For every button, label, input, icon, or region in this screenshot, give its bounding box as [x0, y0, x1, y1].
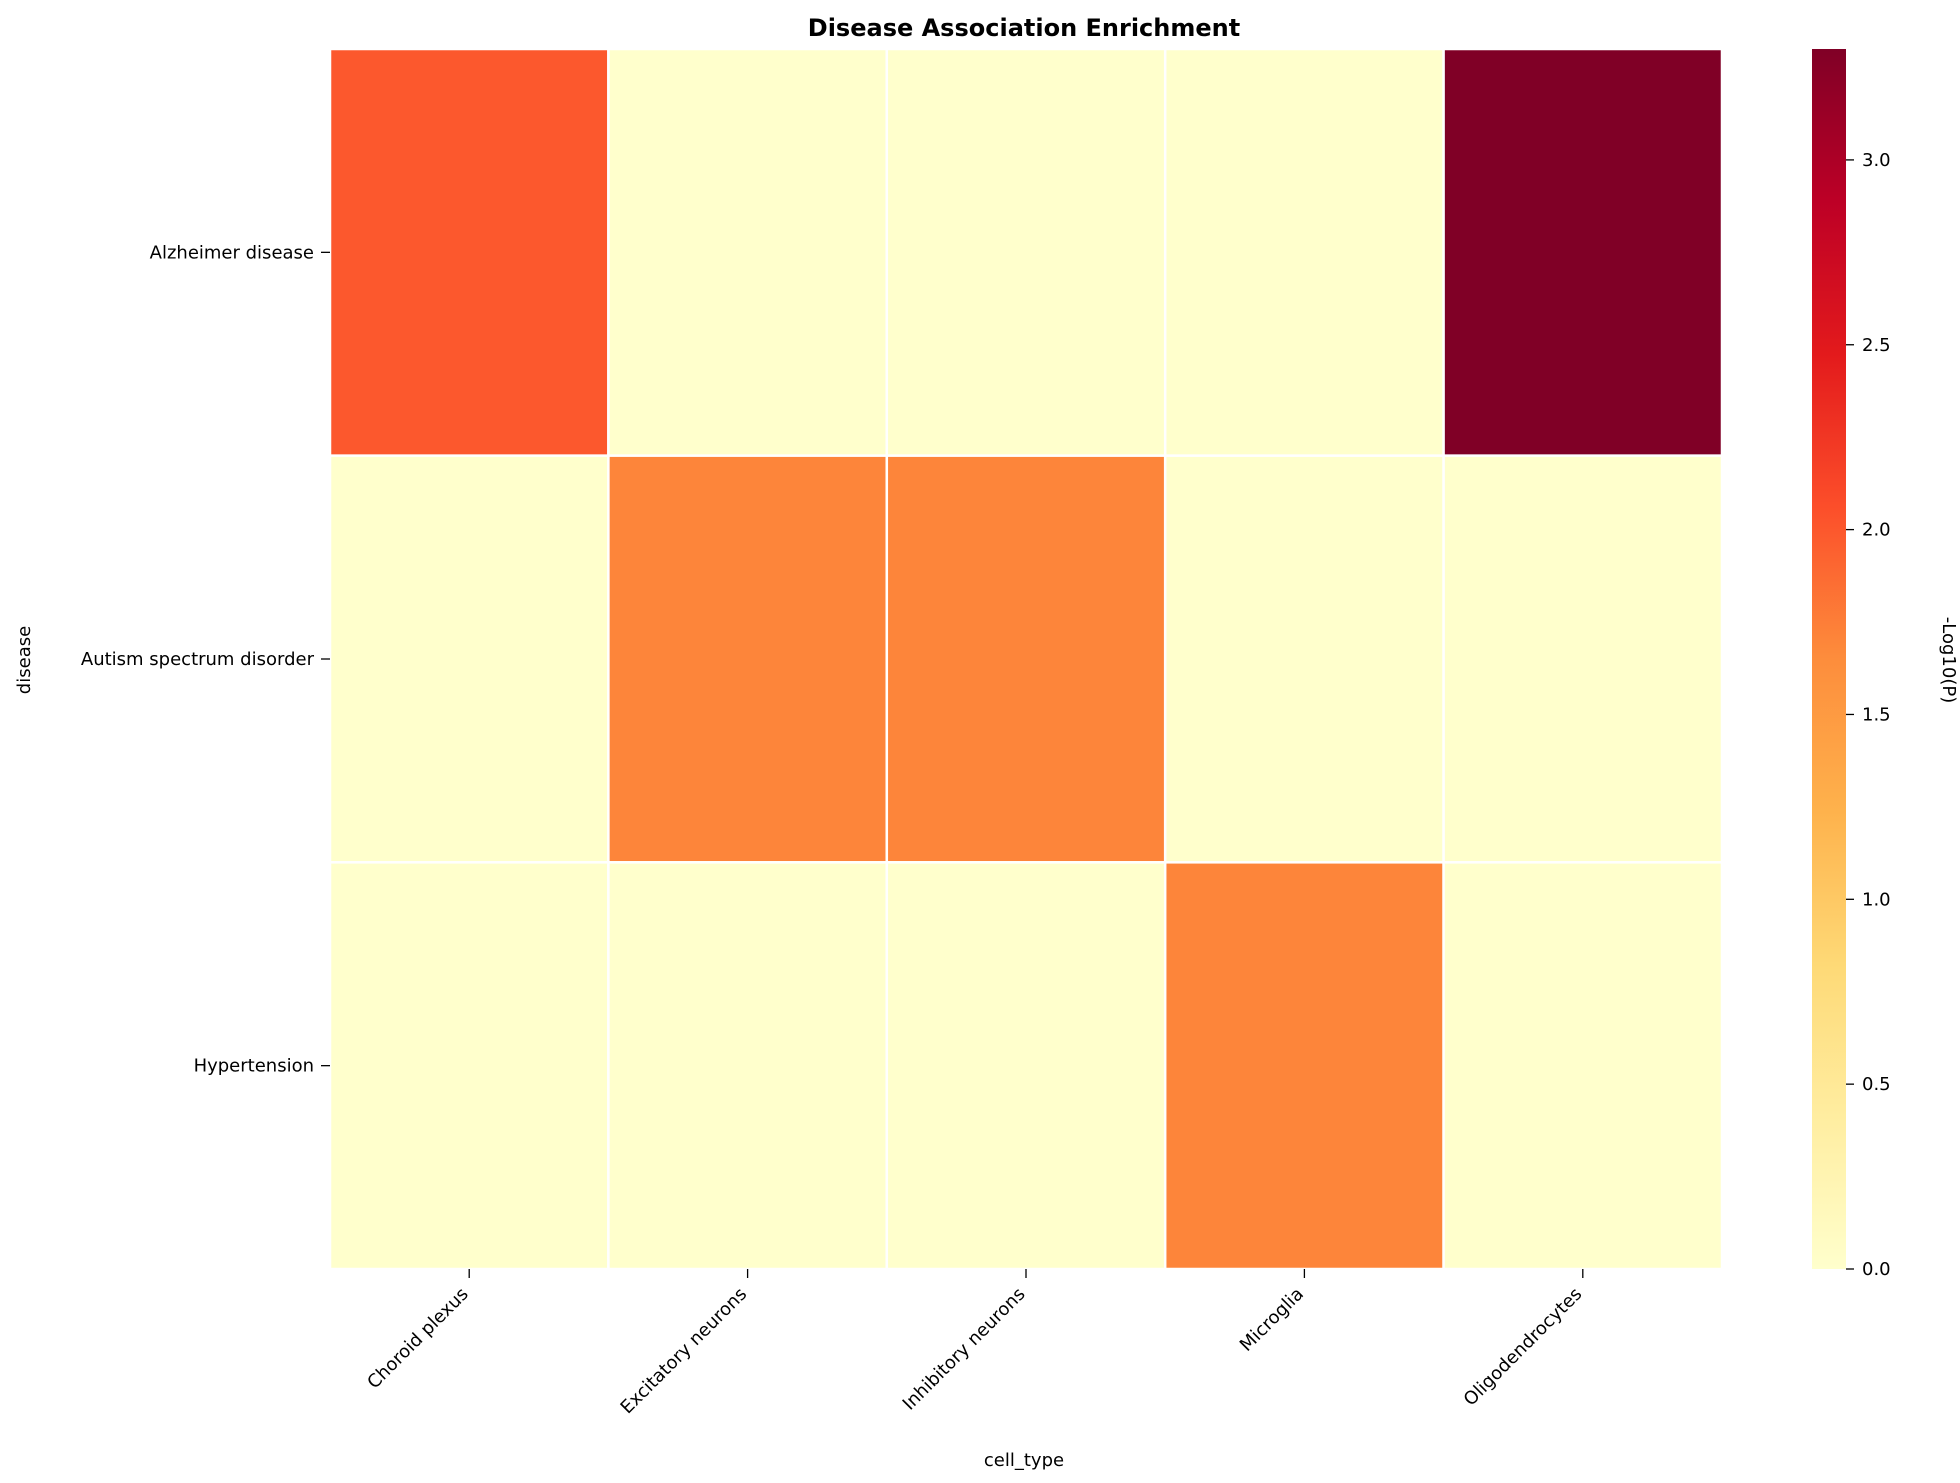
colorbar-tick-label: 2.0	[1862, 520, 1891, 541]
heatmap-cell	[1163, 47, 1445, 457]
heatmap-cells	[328, 47, 1724, 1271]
y-tick-label: Hypertension	[194, 1056, 314, 1077]
colorbar-label: -Log10(P)	[1938, 617, 1959, 703]
heatmap-cell	[885, 47, 1167, 457]
colorbar-tick-label: 2.5	[1862, 335, 1891, 356]
heatmap-cell	[1163, 861, 1445, 1271]
y-tick-label: Autism spectrum disorder	[81, 649, 315, 670]
colorbar-tick-label: 0.5	[1862, 1074, 1891, 1095]
heatmap-cell	[328, 47, 610, 457]
chart-title: Disease Association Enrichment	[808, 14, 1240, 42]
heatmap-cell	[885, 454, 1167, 864]
colorbar-tick-label: 1.5	[1862, 704, 1891, 725]
x-axis-label: cell_type	[984, 1450, 1064, 1471]
colorbar-tick-label: 3.0	[1862, 150, 1891, 171]
x-tick-label: Choroid plexus	[363, 1284, 472, 1393]
heatmap-cell	[1442, 47, 1724, 457]
colorbar-tick-label: 1.0	[1862, 889, 1891, 910]
heatmap-cell	[607, 47, 889, 457]
x-axis-ticks: Choroid plexus Excitatory neurons Inhibito…	[363, 1269, 1586, 1418]
heatmap-cell	[607, 861, 889, 1271]
colorbar	[1812, 49, 1846, 1269]
heatmap-cell	[1163, 454, 1445, 864]
heatmap-cell	[607, 454, 889, 864]
y-axis-ticks: Alzheimer disease Autism spectrum disorde…	[81, 242, 330, 1077]
heatmap-cell	[328, 454, 610, 864]
y-tick-label: Alzheimer disease	[150, 242, 314, 263]
heatmap-cell	[885, 861, 1167, 1271]
x-tick-label: Oligodendrocytes	[1460, 1284, 1587, 1411]
x-tick-label: Microglia	[1236, 1284, 1308, 1356]
y-axis-label: disease	[14, 626, 35, 694]
heatmap-cell	[1442, 454, 1724, 864]
x-tick-label: Inhibitory neurons	[899, 1284, 1030, 1415]
colorbar-ticks: 0.0 0.5 1.0 1.5 2.0 2.5 3.0	[1846, 150, 1891, 1280]
heatmap-cell	[1442, 861, 1724, 1271]
colorbar-tick-label: 0.0	[1862, 1259, 1891, 1280]
heatmap-cell	[328, 861, 610, 1271]
x-tick-label: Excitatory neurons	[617, 1284, 752, 1419]
